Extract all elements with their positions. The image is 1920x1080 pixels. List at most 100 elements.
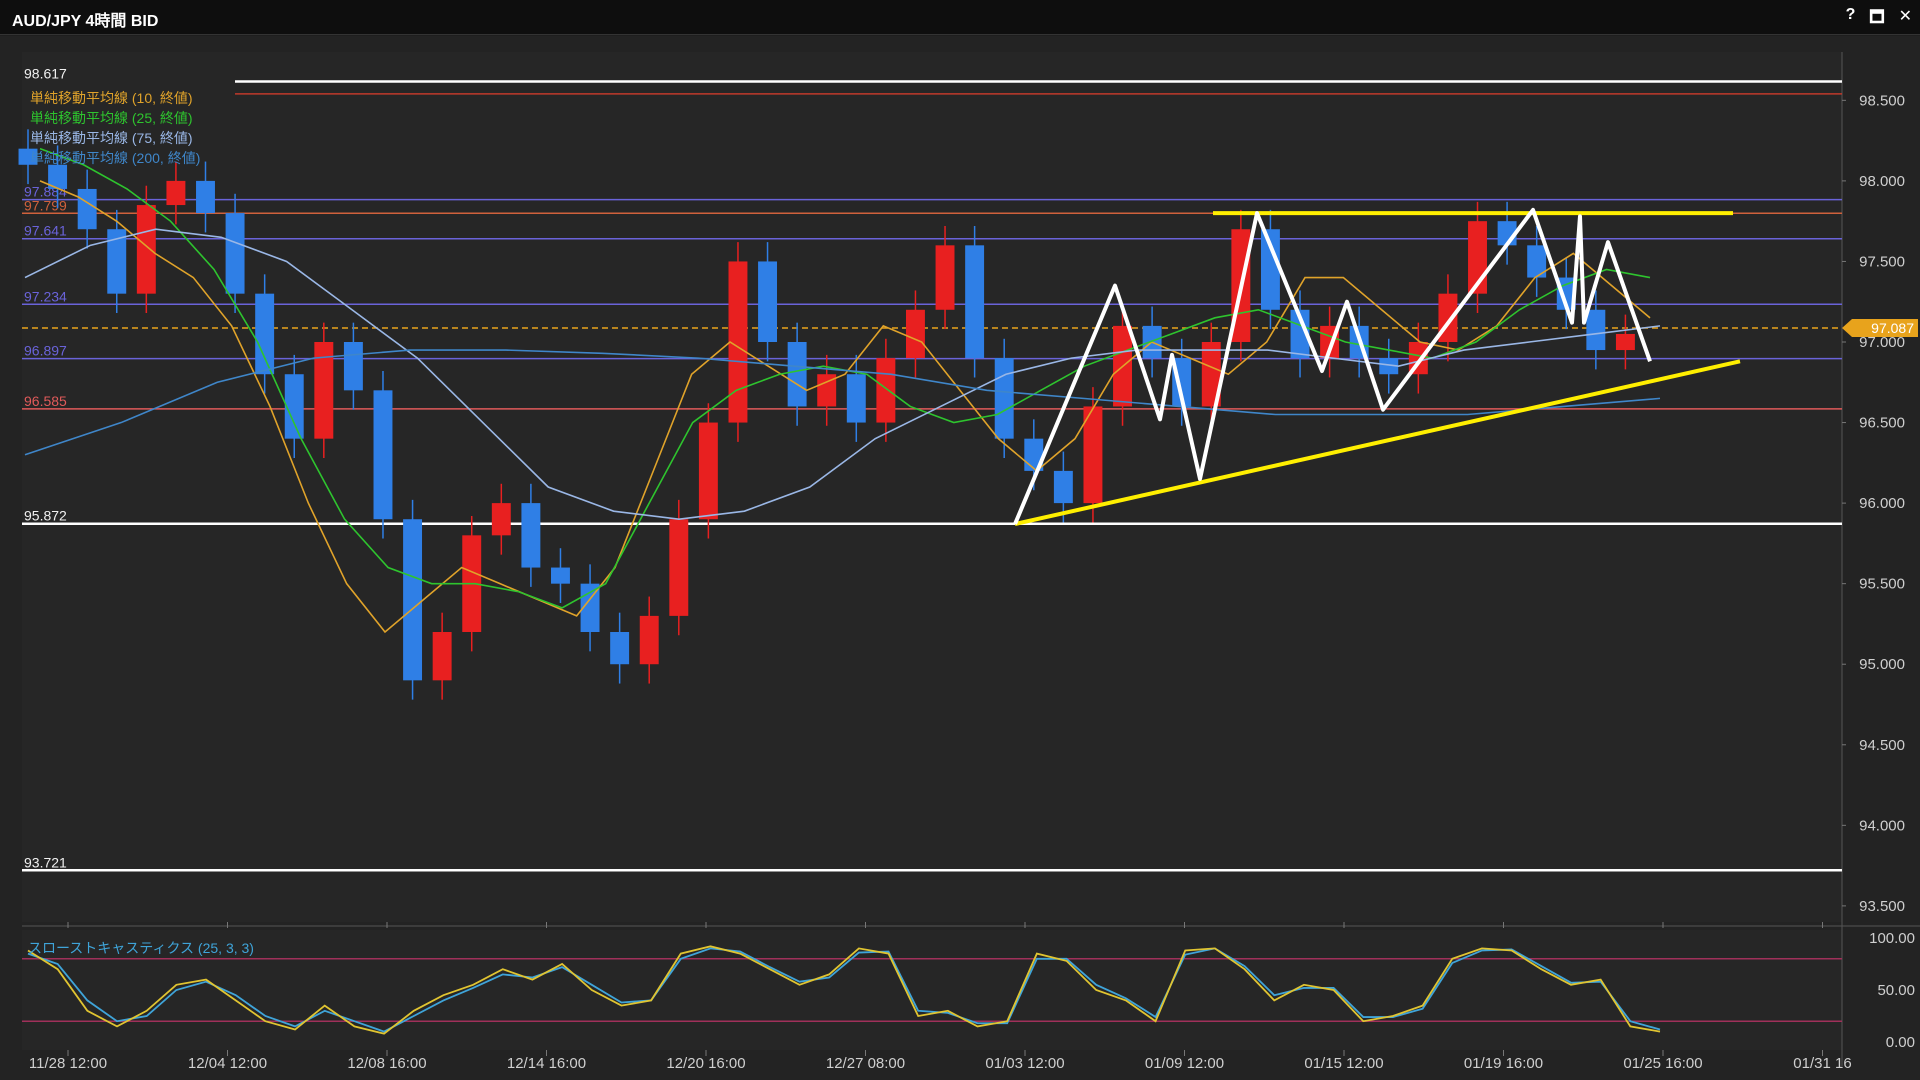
candle — [639, 596, 659, 684]
maximize-icon[interactable]: 🗖 — [1869, 9, 1885, 26]
candle — [314, 322, 334, 458]
candle-body — [255, 293, 275, 375]
level-label: 93.721 — [24, 854, 67, 870]
current-price-tag — [1842, 318, 1918, 337]
candle-body — [1379, 358, 1399, 375]
moving-average-ma200 — [24, 349, 1661, 456]
candle — [373, 371, 393, 539]
candle-body — [846, 374, 866, 423]
window-controls: ? 🗖 ✕ — [1846, 6, 1912, 33]
level-label: 96.897 — [24, 343, 67, 359]
candle-body — [166, 180, 186, 206]
candle-body — [373, 390, 393, 520]
candle — [136, 185, 156, 313]
candle-body — [728, 261, 748, 423]
x-tick-label: 12/27 08:00 — [826, 1055, 905, 1072]
candle-body — [77, 188, 97, 230]
candle — [1053, 451, 1073, 523]
level-label: 96.585 — [24, 393, 67, 409]
y-tick-label: 96.000 — [1859, 495, 1905, 512]
y-tick-label: 95.500 — [1859, 576, 1905, 593]
x-tick-label: 01/03 12:00 — [985, 1055, 1064, 1072]
level-label: 97.234 — [24, 288, 67, 304]
candle-body — [669, 519, 689, 616]
y-tick-label: 97.500 — [1859, 253, 1905, 270]
candle-body — [817, 374, 837, 407]
candle-body — [610, 632, 630, 665]
level-label: 97.799 — [24, 197, 67, 213]
x-tick-label: 11/28 12:00 — [29, 1055, 107, 1072]
candle — [935, 226, 955, 330]
candle-body — [18, 148, 38, 165]
candle — [196, 161, 215, 233]
x-tick-label: 01/15 12:00 — [1304, 1055, 1383, 1072]
level-label: 97.641 — [24, 223, 67, 239]
x-tick-label: 12/20 16:00 — [666, 1055, 745, 1072]
x-tick-label: 12/04 12:00 — [188, 1055, 267, 1072]
candle — [846, 354, 866, 442]
oscillator-label: スローストキャスティクス (25, 3, 3) — [28, 940, 254, 956]
support-trendline — [1014, 359, 1741, 527]
window-titlebar: AUD/JPY 4時間 BID ? 🗖 ✕ — [0, 0, 1920, 35]
candle — [166, 161, 186, 225]
close-icon[interactable]: ✕ — [1898, 8, 1912, 25]
candle — [1379, 338, 1399, 394]
legend-entry: 単純移動平均線 (10, 終値) — [30, 90, 193, 106]
candle — [1615, 314, 1635, 370]
candle — [18, 129, 38, 185]
candle-body — [1260, 229, 1280, 310]
y-tick-label: 94.000 — [1859, 817, 1905, 834]
candle-body — [284, 374, 304, 439]
candle-body — [994, 358, 1014, 439]
y-tick-label: 98.000 — [1859, 173, 1905, 190]
candle — [758, 242, 778, 362]
candle — [1290, 290, 1310, 378]
main-pane — [22, 52, 1842, 922]
help-icon[interactable]: ? — [1845, 6, 1856, 23]
level-label: 95.872 — [24, 508, 67, 524]
candle — [225, 193, 245, 313]
candle-body — [787, 342, 807, 407]
current-price-label: 97.087 — [1871, 320, 1914, 336]
candle-body — [1201, 342, 1221, 407]
x-tick-label: 01/19 16:00 — [1464, 1055, 1543, 1072]
candle-body — [1615, 333, 1635, 351]
osc-tick-label: 0.00 — [1886, 1034, 1915, 1051]
candle — [107, 209, 127, 313]
candle-body — [403, 519, 423, 681]
candle — [1586, 290, 1606, 370]
y-tick-label: 94.500 — [1859, 737, 1905, 754]
moving-average-ma75 — [24, 228, 1661, 521]
y-tick-label: 93.500 — [1859, 898, 1905, 915]
candle-body — [491, 503, 511, 536]
legend-entry: 単純移動平均線 (75, 終値) — [30, 130, 193, 146]
legend-entry: 単純移動平均線 (25, 終値) — [30, 110, 193, 126]
candle-body — [225, 213, 245, 294]
x-tick-label: 12/14 16:00 — [507, 1055, 586, 1072]
candle-body — [758, 261, 778, 342]
oscillator-pane — [22, 930, 1842, 1050]
candle-body — [1586, 309, 1606, 351]
candle — [432, 612, 452, 700]
legend-entry: 単純移動平均線 (200, 終値) — [30, 150, 200, 166]
candle — [965, 226, 985, 378]
x-tick-label: 01/31 16 — [1793, 1055, 1851, 1072]
candle-body — [107, 229, 127, 294]
candle-body — [639, 615, 659, 665]
candle-body — [1290, 309, 1310, 359]
candle-body — [343, 342, 363, 391]
y-tick-label: 96.500 — [1859, 415, 1905, 432]
window-title: AUD/JPY 4時間 BID — [12, 13, 159, 30]
oscillator-k-line — [27, 945, 1661, 1035]
candle-body — [521, 503, 541, 568]
zigzag-pattern — [1013, 207, 1652, 525]
candle-body — [48, 164, 68, 189]
candle — [403, 499, 423, 700]
x-tick-label: 12/08 16:00 — [347, 1055, 426, 1072]
candle — [551, 548, 570, 603]
x-tick-label: 01/25 16:00 — [1623, 1055, 1702, 1072]
y-tick-label: 95.000 — [1859, 656, 1905, 673]
candle-body — [935, 245, 955, 310]
candle-body — [965, 245, 985, 359]
